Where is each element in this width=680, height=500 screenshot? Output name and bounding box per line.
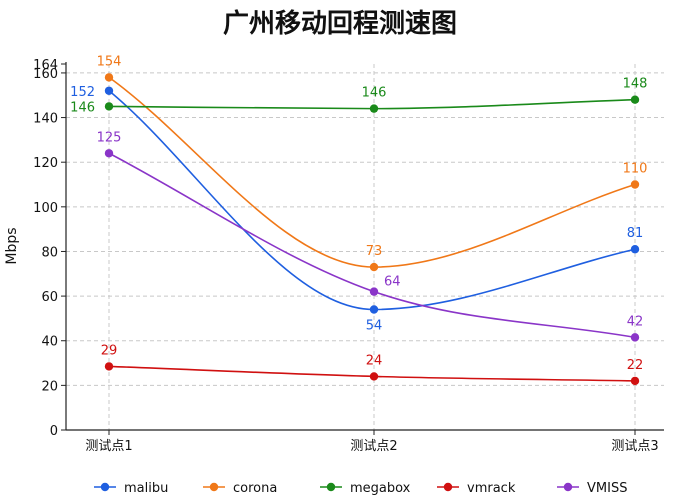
data-label-corona: 110 — [623, 162, 648, 177]
axes — [61, 62, 664, 435]
y-tick-label: 120 — [33, 156, 58, 171]
legend-label-megabox: megabox — [350, 481, 411, 496]
legend-label-corona: corona — [233, 481, 277, 496]
y-tick-label: 60 — [41, 290, 58, 305]
data-point-vmiss — [104, 149, 114, 158]
data-point-megabox — [104, 102, 114, 111]
data-label-vmrack: 29 — [101, 343, 118, 358]
data-label-malibu: 54 — [366, 318, 383, 333]
data-label-vmiss: 125 — [97, 130, 122, 145]
data-point-malibu — [630, 245, 640, 254]
series-lines — [108, 76, 636, 382]
legend-marker-corona — [209, 482, 219, 492]
x-tick-label: 测试点2 — [350, 439, 397, 454]
y-tick-label: 80 — [41, 245, 58, 260]
data-point-megabox — [630, 95, 640, 104]
legend-label-vmiss: VMISS — [587, 481, 627, 496]
series-points — [104, 73, 640, 386]
legend-label-vmrack: vmrack — [467, 481, 516, 496]
data-label-corona: 154 — [97, 54, 122, 69]
data-label-vmiss: 42 — [627, 314, 644, 329]
data-point-megabox — [369, 104, 379, 113]
legend-marker-vmiss — [563, 482, 573, 492]
legend-marker-vmrack — [443, 482, 453, 492]
data-point-vmiss — [369, 287, 379, 296]
series-line-malibu — [108, 90, 636, 311]
legend-marker-megabox — [326, 482, 336, 492]
data-point-vmrack — [104, 362, 114, 371]
data-label-megabox: 146 — [362, 86, 387, 101]
data-label-vmiss: 64 — [384, 275, 401, 290]
data-label-vmrack: 24 — [366, 353, 383, 368]
data-label-malibu: 152 — [70, 85, 95, 100]
data-point-vmrack — [369, 372, 379, 381]
legend-label-malibu: malibu — [124, 481, 168, 496]
y-tick-label: 0 — [50, 424, 58, 439]
data-label-malibu: 81 — [627, 226, 644, 241]
x-tick-label: 测试点3 — [611, 439, 658, 454]
data-label-corona: 73 — [366, 244, 383, 259]
y-tick-label: 164 — [33, 58, 58, 73]
data-point-vmrack — [630, 376, 640, 386]
y-tick-label: 160 — [33, 67, 58, 82]
y-tick-label: 20 — [41, 379, 58, 394]
data-point-corona — [104, 73, 114, 82]
y-tick-label: 140 — [33, 112, 58, 127]
chart-title: 广州移动回程测速图 — [223, 9, 457, 39]
data-label-vmrack: 22 — [627, 358, 644, 373]
data-point-malibu — [104, 86, 114, 95]
y-tick-label: 40 — [41, 335, 58, 350]
data-label-megabox: 146 — [70, 100, 95, 115]
data-point-vmiss — [630, 333, 640, 342]
grid-lines — [66, 64, 664, 430]
data-point-malibu — [369, 305, 379, 314]
legend: malibu corona megabox vmrack VMISS — [94, 481, 627, 496]
data-point-corona — [630, 180, 640, 189]
x-tick-labels: 测试点1 测试点2 测试点3 — [85, 439, 658, 454]
y-axis-label: Mbps — [4, 227, 20, 264]
data-labels: 152 54 81 154 73 110 146 146 148 29 24 22 125 64 42 — [70, 54, 647, 373]
y-tick-label: 100 — [33, 201, 58, 216]
data-point-corona — [369, 262, 379, 272]
x-tick-label: 测试点1 — [85, 439, 132, 454]
data-label-megabox: 148 — [623, 77, 648, 92]
legend-marker-malibu — [100, 482, 110, 492]
